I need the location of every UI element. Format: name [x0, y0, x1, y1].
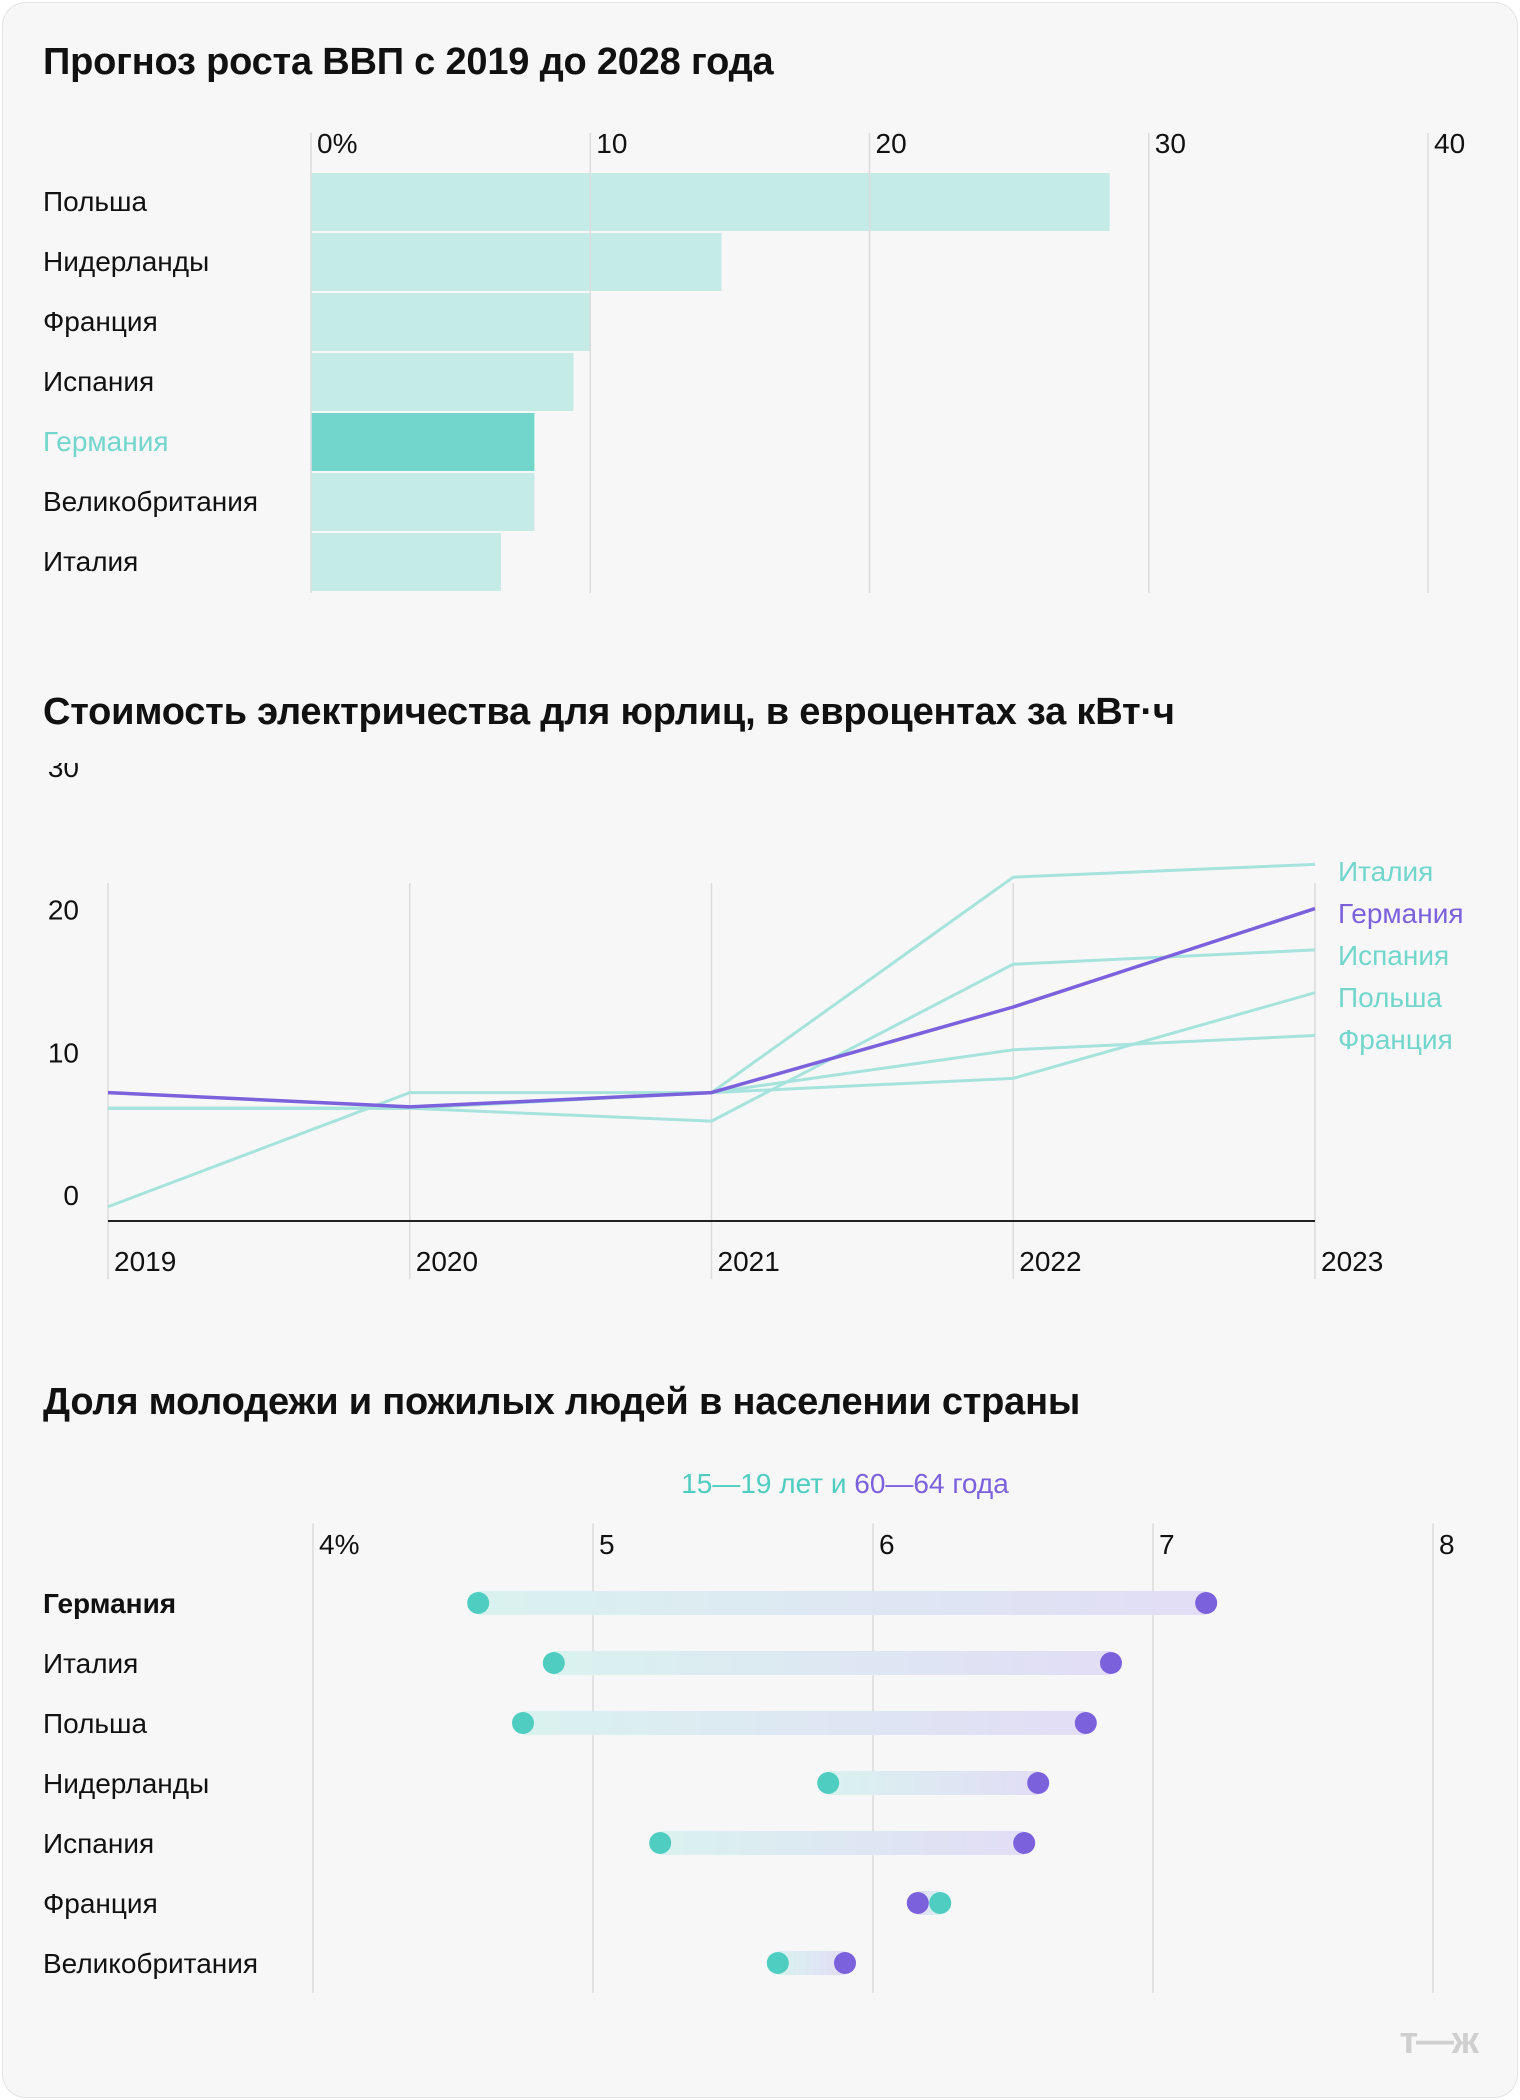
range-bar-6 — [777, 1951, 845, 1975]
old-dot-1 — [1100, 1652, 1122, 1674]
legend-joiner: и — [823, 1468, 854, 1499]
electricity-line-chart: 2019 2020 2021 2022 2023 0 10 20 30 Италия Германи… — [48, 763, 1464, 1279]
y-tick-label-2: 20 — [48, 895, 79, 926]
range-bar-1 — [553, 1651, 1111, 1675]
x-tick-label-1: 2020 — [416, 1246, 478, 1277]
tick-label-3: 7 — [1159, 1529, 1175, 1560]
bar-1 — [311, 233, 722, 291]
x-tick-label-0: 2019 — [114, 1246, 176, 1277]
category-label-4: Испания — [43, 1828, 154, 1859]
category-label-6: Великобритания — [43, 1948, 258, 1979]
series-line-4 — [107, 906, 1316, 1109]
bar-6 — [311, 533, 501, 591]
bar-3 — [311, 353, 574, 411]
category-label-1: Италия — [43, 1648, 138, 1679]
range-bar-0 — [478, 1591, 1207, 1615]
tick-label-2: 20 — [876, 128, 907, 159]
x-tick-label-3: 2022 — [1019, 1246, 1081, 1277]
legend: 15—19 лет и 60—64 года — [681, 1468, 1009, 1499]
chart-title-electricity: Стоимость электричества для юрлиц, в евр… — [43, 691, 1175, 733]
y-tick-label-3: 30 — [48, 763, 79, 783]
gdp-bar-chart: Польша Нидерланды Франция Испания Германия Ве… — [43, 128, 1465, 593]
range-bar-3 — [828, 1771, 1039, 1795]
bar-2 — [311, 293, 591, 351]
category-label-1: Нидерланды — [43, 246, 209, 277]
series-label-2: Испания — [1338, 940, 1449, 971]
y-tick-label-0: 0 — [63, 1180, 79, 1211]
bar-5 — [311, 473, 535, 531]
category-label-4: Германия — [43, 426, 169, 457]
chart-title-population: Доля молодежи и пожилых людей в населени… — [43, 1381, 1081, 1423]
young-dot-5 — [929, 1892, 952, 1914]
chart-title-gdp: Прогноз роста ВВП с 2019 до 2028 года — [43, 41, 774, 83]
legend-young: 15—19 лет — [681, 1468, 823, 1499]
x-tick-label-2: 2021 — [718, 1246, 780, 1277]
bar-0 — [311, 173, 1110, 231]
range-bar-4 — [660, 1831, 1025, 1855]
bar-4 — [311, 413, 535, 471]
old-dot-5 — [906, 1892, 929, 1914]
tick-label-0: 4% — [319, 1529, 359, 1560]
old-dot-6 — [834, 1952, 856, 1974]
young-dot-4 — [649, 1832, 672, 1854]
tick-label-1: 5 — [599, 1529, 615, 1560]
tick-label-2: 6 — [879, 1529, 895, 1560]
tick-label-3: 30 — [1155, 128, 1186, 159]
series-label-4: Франция — [1338, 1024, 1453, 1055]
category-label-2: Польша — [43, 1708, 147, 1739]
tick-label-4: 8 — [1439, 1529, 1455, 1560]
young-dot-3 — [817, 1772, 840, 1794]
old-dot-4 — [1013, 1832, 1036, 1854]
young-dot-2 — [512, 1712, 534, 1734]
category-label-6: Италия — [43, 546, 138, 577]
tick-label-0: 0% — [317, 128, 357, 159]
series-label-3: Польша — [1338, 982, 1442, 1013]
young-dot-6 — [766, 1952, 789, 1974]
legend-old: 60—64 года — [854, 1468, 1009, 1499]
range-bar-2 — [523, 1711, 1086, 1735]
series-label-0: Италия — [1338, 856, 1433, 887]
old-dot-3 — [1027, 1772, 1050, 1794]
category-label-5: Франция — [43, 1888, 158, 1919]
brand-logo: т—ж — [1399, 2020, 1479, 2062]
category-label-2: Франция — [43, 306, 158, 337]
x-tick-label-4: 2023 — [1321, 1246, 1383, 1277]
old-dot-2 — [1074, 1712, 1097, 1734]
category-label-5: Великобритания — [43, 486, 258, 517]
tick-label-1: 10 — [596, 128, 627, 159]
young-dot-1 — [542, 1652, 565, 1674]
category-label-0: Польша — [43, 186, 147, 217]
category-label-3: Испания — [43, 366, 154, 397]
population-dumbbell-chart: 15—19 лет и 60—64 года 4% 5 6 7 8 Германия Итал… — [43, 1468, 1455, 1993]
y-tick-label-1: 10 — [48, 1037, 79, 1068]
young-dot-0 — [467, 1592, 490, 1614]
tick-label-4: 40 — [1434, 128, 1465, 159]
category-label-3: Нидерланды — [43, 1768, 209, 1799]
category-label-0: Германия — [43, 1588, 176, 1619]
old-dot-0 — [1195, 1592, 1218, 1614]
series-label-1: Германия — [1338, 898, 1464, 929]
